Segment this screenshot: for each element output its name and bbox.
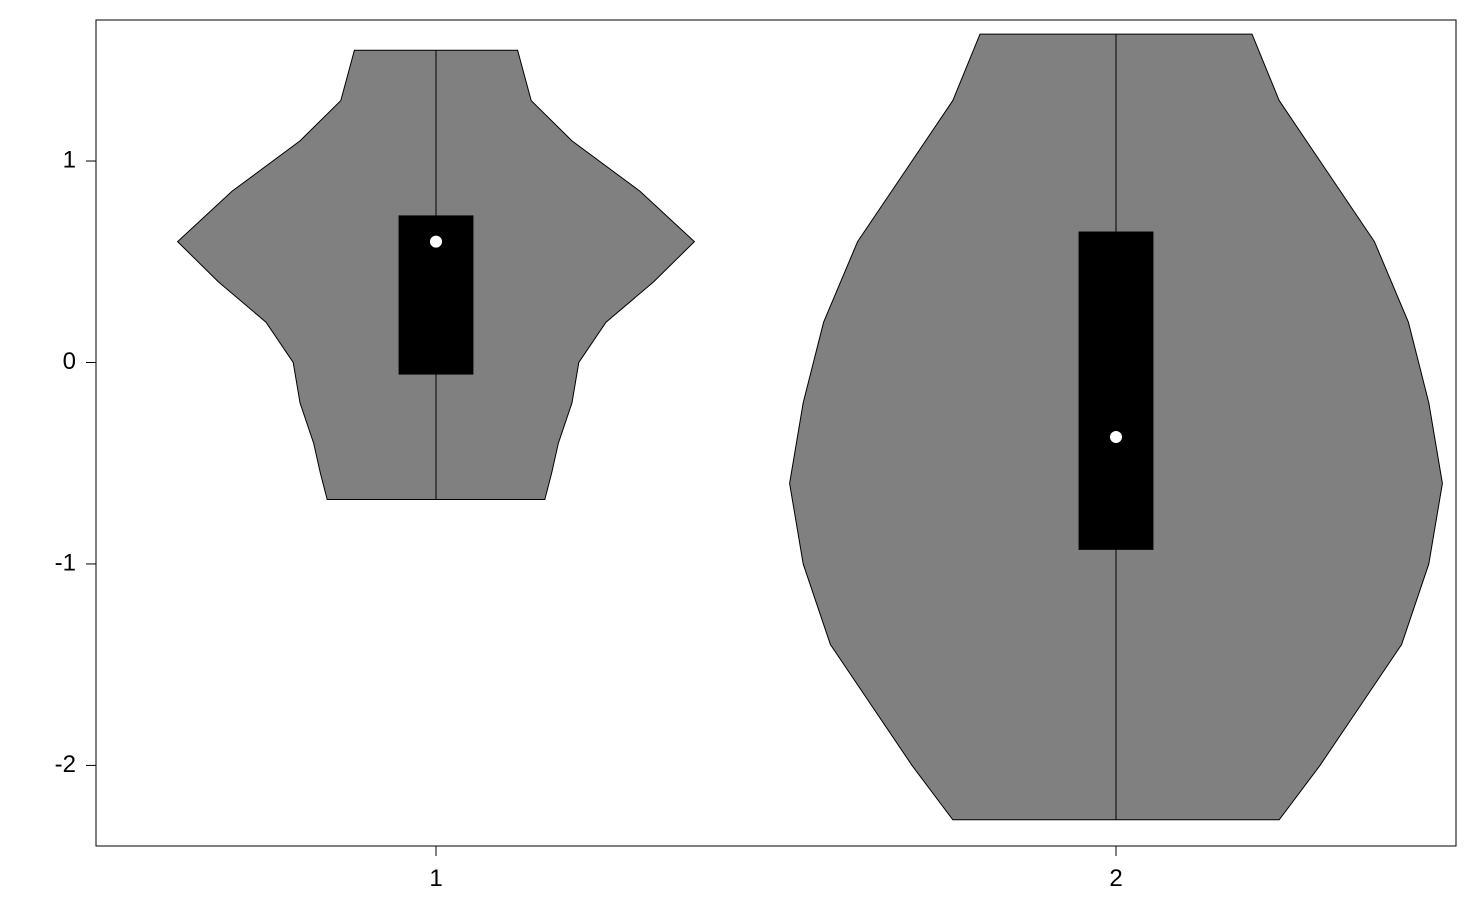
y-tick-label: 0 bbox=[63, 348, 76, 375]
violin-chart: -2 -1 0 1 1 2 bbox=[0, 0, 1474, 924]
violin-median bbox=[1110, 431, 1122, 443]
y-tick-label: 1 bbox=[63, 146, 76, 173]
violin-median bbox=[430, 236, 442, 248]
y-tick-label: -1 bbox=[55, 549, 76, 576]
y-tick-label: -2 bbox=[55, 751, 76, 778]
x-tick-label: 1 bbox=[429, 865, 442, 892]
chart-svg: -2 -1 0 1 1 2 bbox=[0, 0, 1474, 924]
x-tick-label: 2 bbox=[1109, 865, 1122, 892]
violin-box bbox=[1079, 232, 1154, 550]
